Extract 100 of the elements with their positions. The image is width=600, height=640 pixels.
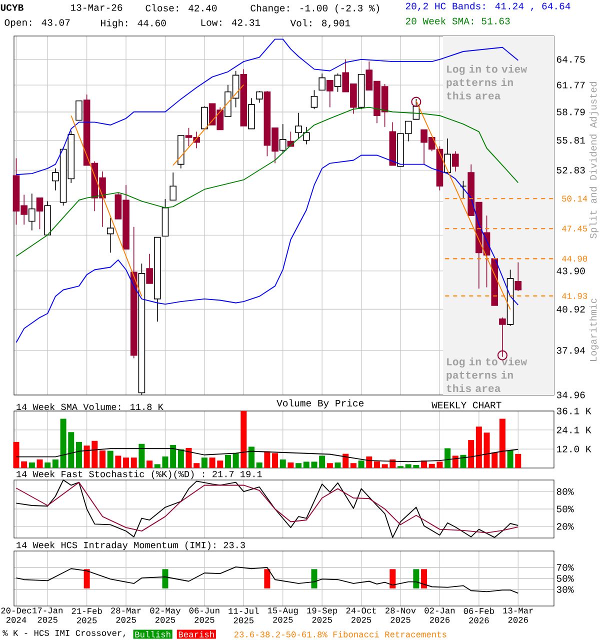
bar [452,456,458,468]
y-tick-label: 55.81 [556,137,585,144]
bar [123,458,130,468]
bar [319,456,326,468]
candlestick [170,172,176,201]
bar [232,453,239,468]
y-tick-label: 50% [556,575,574,582]
x-tick-label: 06-Jun 2025 [189,608,220,623]
x-tick-label: 02-Jan 2026 [424,608,455,623]
candlestick [318,73,326,91]
bar [52,459,58,468]
text: Open: 43.07 [4,19,70,28]
ref-line-label: 47.45 [562,226,588,232]
text: Logarithmic [589,298,599,361]
y-tick-label: 40.92 [556,306,585,313]
text: Change: -1.00 (-2.3 %) [250,4,380,14]
bar [507,450,514,468]
y-tick-label: 52.83 [556,166,585,174]
bar [201,458,208,468]
bar [366,456,372,468]
text: Bearish [178,631,214,638]
bar [288,462,294,468]
y-tick-label: 64.75 [556,56,585,63]
text: Bullish [135,631,170,638]
x-tick-label: 02-May 2025 [150,608,181,623]
bar [358,460,364,468]
candlestick [444,138,451,173]
y-tick-label: 50% [556,506,574,512]
text: WEEKLY CHART [432,402,502,408]
bar [264,451,270,468]
candlestick [326,80,334,108]
text: 13-Mar-26 [70,4,122,11]
y-axis-title: Split and Dividend Adjusted [589,82,599,238]
candlestick [334,73,342,92]
bar [374,461,380,468]
bar [444,448,451,468]
bar [342,454,349,468]
bar [36,459,43,468]
bar [476,426,482,468]
y-tick-label: 12.0 K [556,446,592,452]
bar [499,418,506,468]
bar [44,462,51,468]
chart-title: 14 Week Fast Stochastic (%K)(%D) : 21.7 19.1 [16,470,262,480]
bar [256,462,262,468]
y-tick-label: 58.79 [556,108,585,116]
ref-line-label: 41.93 [562,293,588,299]
candlestick [499,317,506,358]
bar [13,442,20,468]
candlestick [256,90,263,104]
bar [21,461,28,468]
x-tick-label: 24-Oct 2025 [346,608,376,623]
candlestick [36,198,44,230]
text: 20 Week SMA: 51.63 [406,17,510,24]
y-tick-label: 70% [557,564,574,571]
candlestick [201,106,208,130]
bar [100,450,106,468]
chart-title: 14 Week SMA Volume: 11.8 K [16,403,164,410]
text: Close: 42.40 [146,4,217,12]
line-series [16,154,519,343]
candlestick [310,90,318,110]
bar [130,458,137,468]
bar [326,463,333,468]
x-tick-label: 19-Sep 2025 [307,608,338,623]
band-label: Log in to view patterns in this area [446,64,527,100]
ref-line-label: 44.90 [562,256,588,262]
bar [28,462,35,468]
bar [170,444,176,468]
text: Low: 42.31 [201,19,260,26]
x-tick-label: 06-Feb 2026 [464,608,494,624]
x-tick-label: 28-Mar 2025 [111,608,141,623]
x-tick-label: 11-Jul 2025 [228,608,259,624]
bar [224,454,231,468]
bar [138,444,145,468]
bar [115,456,122,468]
chart-title: UCYB [0,4,24,11]
bar [248,446,255,468]
bar [515,454,522,468]
bar [468,440,474,468]
x-tick-label: 28-Nov 2025 [386,608,416,623]
x-tick-label: 21-Feb 2025 [72,608,102,624]
y-tick-label: 34.96 [556,392,585,398]
bar [280,459,286,468]
text: Vol: 8,901 [290,19,350,28]
bar [240,411,247,468]
candlestick [28,193,36,231]
x-tick-label: 15-Aug 2025 [268,608,298,623]
y-tick-label: 20% [556,523,574,530]
candlestick [76,100,82,121]
x-tick-label: 20-Dec 2024 [1,608,32,623]
x-tick-label: 13-Mar 2026 [503,608,533,623]
candlestick [452,150,459,172]
y-tick-label: 37.94 [556,347,585,354]
line-series [16,106,519,257]
bar [460,454,466,468]
line-series [16,448,519,462]
chart-title: 14 Week HCS Intraday Momentum (IMI): 23.3 [16,541,245,550]
ref-line-label: 50.14 [562,196,588,202]
text: % K - HCS IMI Crossover, [2,630,126,638]
y-tick-label: 30% [556,586,574,593]
candlestick [460,180,467,198]
